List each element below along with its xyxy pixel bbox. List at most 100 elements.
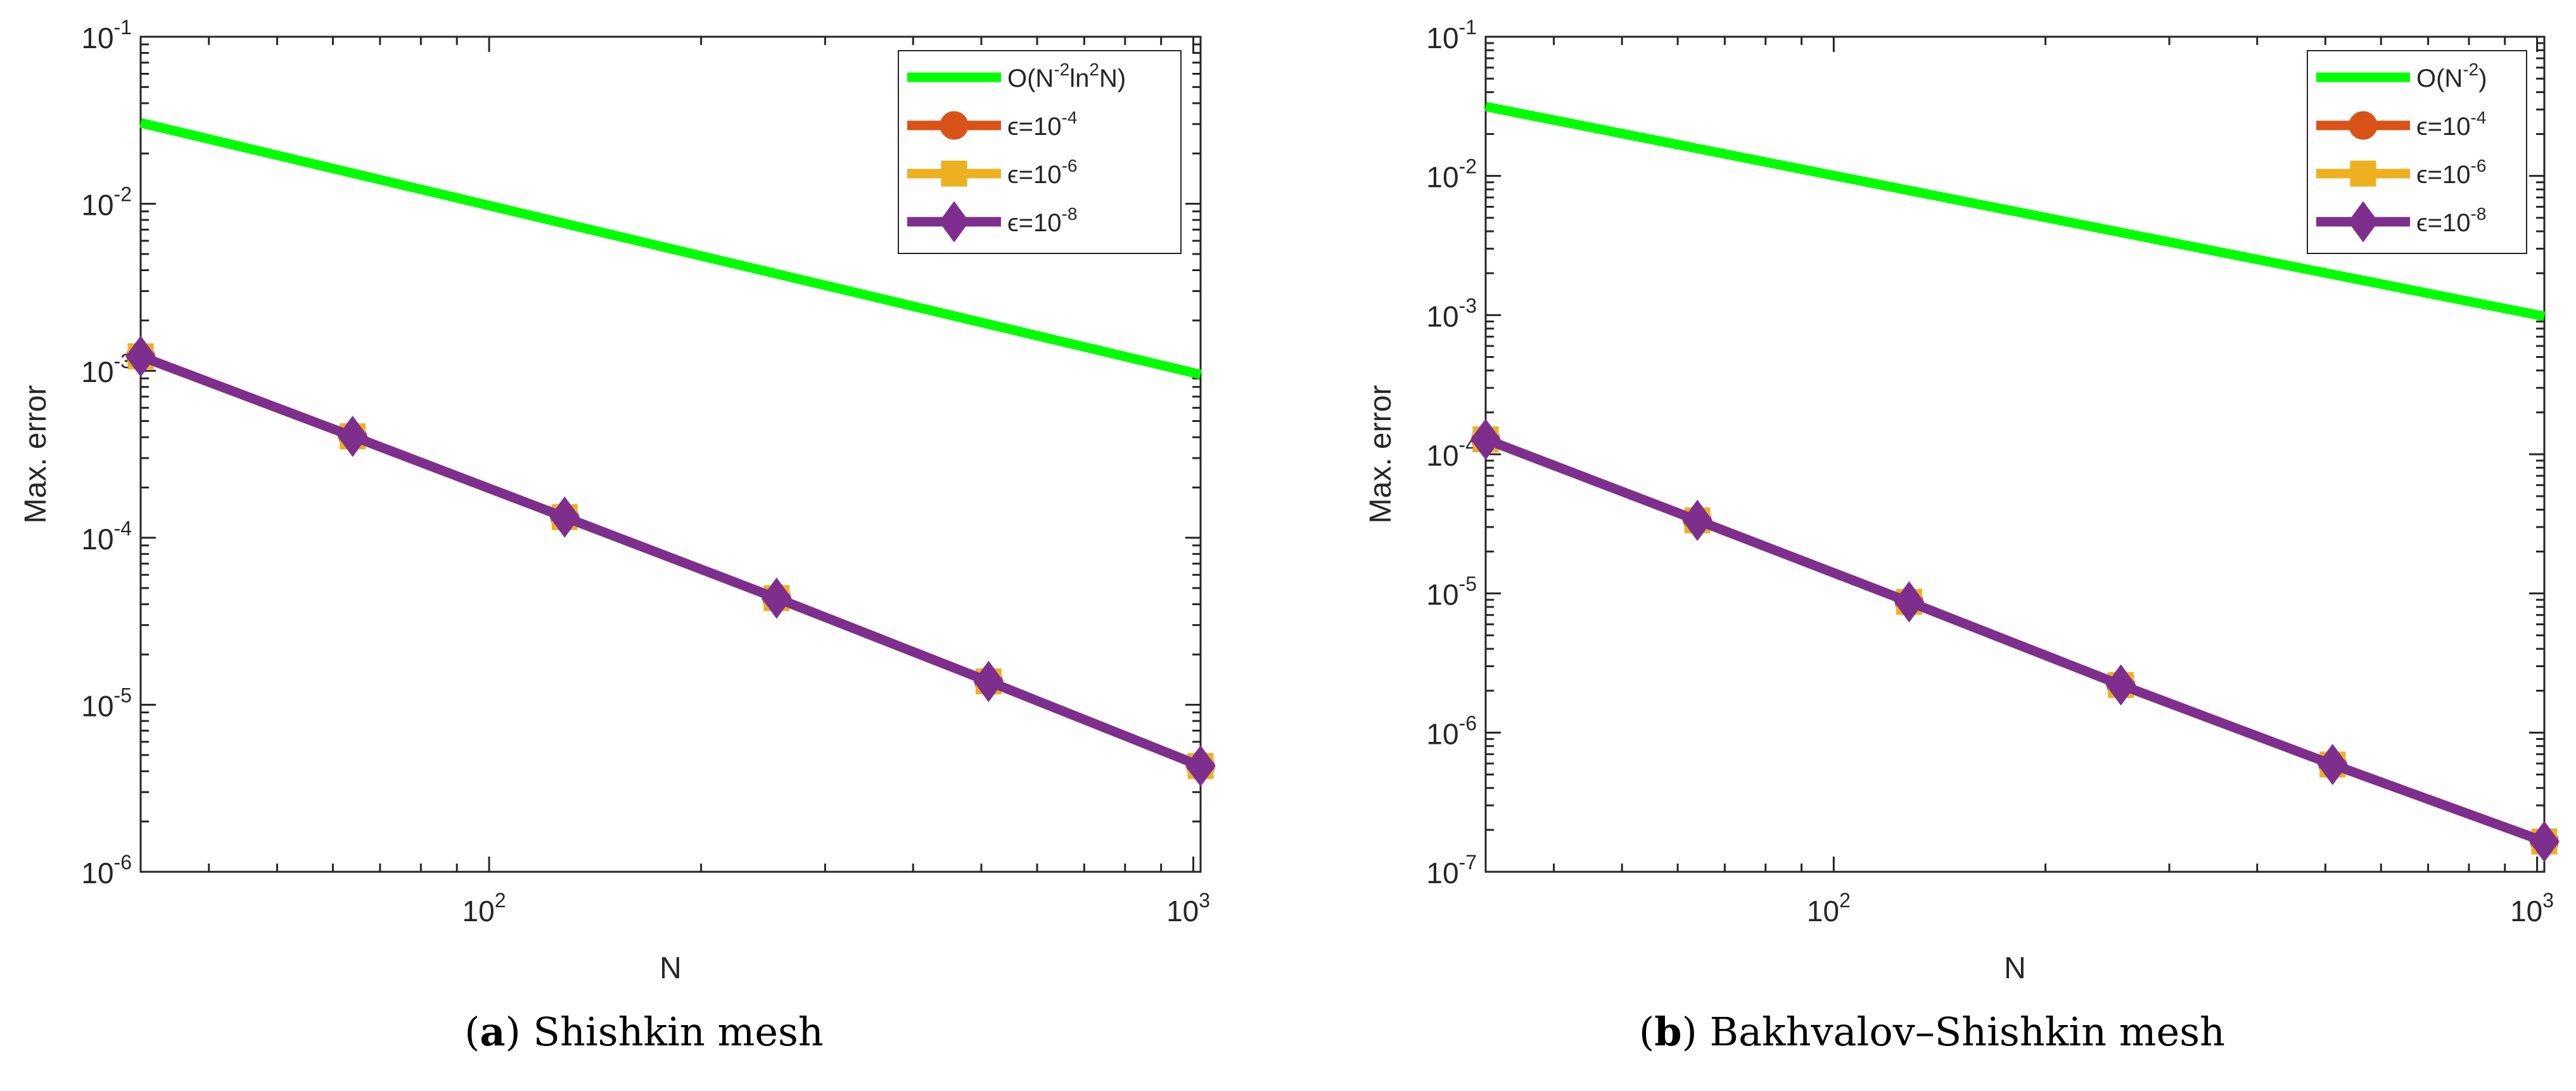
legend-label-sup: 2 xyxy=(1089,60,1099,79)
caption-a: (a) Shishkin mesh xyxy=(0,1009,1288,1072)
x-tick-label-base: 10 xyxy=(2510,895,2542,928)
y-tick-label: 10-4 xyxy=(1426,433,1477,472)
y-tick-label-base: 10 xyxy=(81,189,113,222)
y-tick-label-exp: -7 xyxy=(1459,851,1477,874)
legend: O(N-2)ϵ=10-4ϵ=10-6ϵ=10-8 xyxy=(2307,50,2527,254)
data-point xyxy=(549,496,580,538)
legend-marker xyxy=(939,201,969,243)
legend-label-sup: -4 xyxy=(1062,108,1078,127)
legend-label-part: ϵ=10 xyxy=(1007,209,1062,237)
legend-label-sup: -4 xyxy=(2471,108,2487,127)
data-point xyxy=(973,660,1004,703)
x-tick-label: 102 xyxy=(1807,889,1851,928)
y-tick-label-base: 10 xyxy=(1426,717,1458,750)
series-eps=1e-8 xyxy=(1470,418,2560,862)
x-tick-label: 103 xyxy=(2510,889,2554,928)
y-axis-label: Max. error xyxy=(1364,385,1398,524)
legend-entry: ϵ=10-4 xyxy=(907,108,1077,141)
y-tick-label-exp: -5 xyxy=(114,684,132,706)
legend-label-part: ln xyxy=(1069,65,1089,93)
data-point xyxy=(1185,745,1216,787)
y-tick-label-base: 10 xyxy=(1426,161,1458,194)
x-tick-label: 102 xyxy=(462,889,506,928)
y-tick-label: 10-4 xyxy=(81,517,132,556)
legend-entry: ϵ=10-8 xyxy=(907,201,1078,243)
legend-label-part: ϵ=10 xyxy=(2416,209,2471,237)
data-point xyxy=(2529,820,2560,862)
y-tick-label-exp: -5 xyxy=(1459,573,1477,596)
legend-marker xyxy=(940,111,969,140)
y-tick-label-base: 10 xyxy=(1426,300,1458,333)
y-tick-label-exp: -1 xyxy=(1459,16,1477,39)
legend-label: ϵ=10-8 xyxy=(2416,204,2486,237)
legend-label-part: ϵ=10 xyxy=(2416,113,2471,141)
y-tick-label-base: 10 xyxy=(81,355,113,388)
y-tick-label: 10-2 xyxy=(81,183,132,222)
x-tick-label-base: 10 xyxy=(462,895,495,928)
legend-label: O(N-2ln2N) xyxy=(1007,60,1126,93)
series-line xyxy=(1484,435,2546,846)
y-tick-label: 10-2 xyxy=(1426,155,1477,194)
legend-label-sup: -2 xyxy=(1054,60,1069,79)
y-tick-label-base: 10 xyxy=(1426,22,1458,54)
legend-label-sup: -2 xyxy=(2463,60,2478,79)
legend-label-part: N) xyxy=(1099,65,1126,93)
series-reference xyxy=(1484,101,2546,321)
y-tick-label-base: 10 xyxy=(81,22,113,54)
x-tick-label: 103 xyxy=(1166,889,1210,928)
series-line xyxy=(139,352,1202,770)
legend-entry: O(N-2ln2N) xyxy=(907,60,1126,93)
y-tick-label: 10-6 xyxy=(81,851,132,890)
data-point xyxy=(1894,581,1925,623)
legend-marker xyxy=(2348,201,2378,243)
y-tick-label-base: 10 xyxy=(81,523,113,556)
x-tick-label-base: 10 xyxy=(1807,895,1839,928)
x-tick-label-exp: 2 xyxy=(1839,889,1851,912)
legend-entry: ϵ=10-6 xyxy=(907,156,1077,189)
caption-b-open: ( xyxy=(1639,1009,1655,1055)
legend-label: ϵ=10-4 xyxy=(2416,108,2486,141)
data-point xyxy=(2317,744,2348,786)
caption-b-text: Bakhvalov–Shishkin mesh xyxy=(1697,1009,2225,1055)
series-line xyxy=(139,118,1202,380)
legend-label-part: O(N xyxy=(2416,65,2463,93)
legend-label-sup: -8 xyxy=(1062,204,1078,224)
legend-label-part: ϵ=10 xyxy=(1007,113,1062,141)
data-point xyxy=(761,577,792,619)
legend-label-part: ϵ=10 xyxy=(1007,161,1062,189)
y-tick-label-base: 10 xyxy=(81,857,113,890)
y-tick-label: 10-6 xyxy=(1426,711,1477,750)
y-tick-label: 10-1 xyxy=(81,16,132,54)
legend-entry: ϵ=10-8 xyxy=(2316,201,2486,243)
y-tick-label-exp: -2 xyxy=(1459,155,1477,178)
y-axis-label: Max. error xyxy=(19,385,53,524)
x-axis-label: N xyxy=(660,952,682,985)
series-line xyxy=(1484,101,2546,321)
data-point xyxy=(337,416,368,457)
y-tick-label-base: 10 xyxy=(1426,439,1458,472)
plot-area-frame xyxy=(139,35,1202,873)
y-tick-label-exp: -2 xyxy=(114,183,132,206)
caption-b-close: ) xyxy=(1681,1009,1697,1055)
series-eps=1e-8 xyxy=(125,335,1216,787)
y-tick-label-base: 10 xyxy=(1426,578,1458,611)
legend-entry: O(N-2) xyxy=(2316,60,2487,93)
y-tick-label-exp: -4 xyxy=(114,517,132,540)
y-tick-label: 10-5 xyxy=(81,684,132,722)
legend-marker xyxy=(941,160,967,187)
legend-marker xyxy=(2350,160,2376,187)
x-tick-label-exp: 2 xyxy=(495,889,506,912)
legend-label: O(N-2) xyxy=(2416,60,2487,93)
y-tick-label: 10-3 xyxy=(1426,294,1477,333)
legend-label: ϵ=10-6 xyxy=(1007,156,1077,189)
caption-b-letter: b xyxy=(1654,1009,1682,1055)
data-point xyxy=(2105,664,2136,706)
legend-marker xyxy=(2349,111,2378,140)
y-tick-label: 10-7 xyxy=(1426,851,1477,890)
legend-entry: ϵ=10-6 xyxy=(2316,156,2486,189)
legend-label-sup: -6 xyxy=(2471,156,2487,175)
legend: O(N-2ln2N)ϵ=10-4ϵ=10-6ϵ=10-8 xyxy=(898,50,1182,254)
